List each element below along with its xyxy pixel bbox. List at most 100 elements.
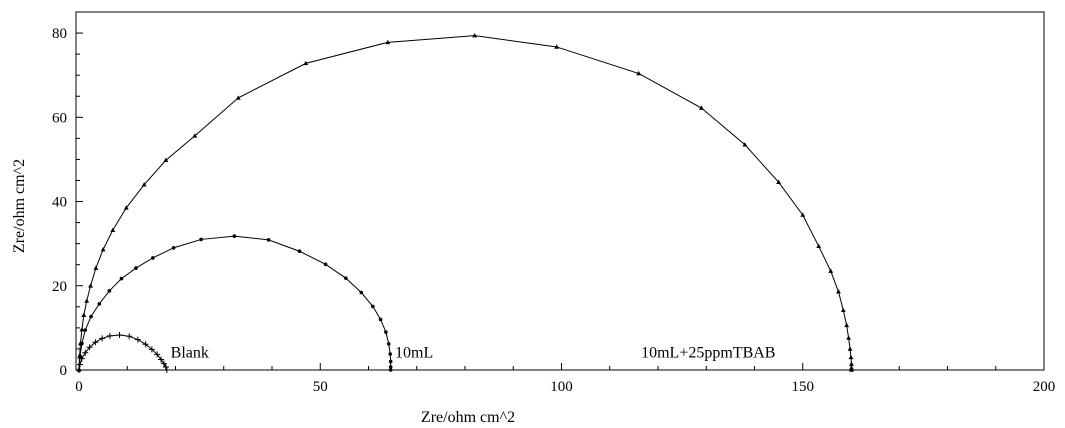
data-point-dot bbox=[83, 328, 88, 332]
data-point-dot bbox=[344, 276, 348, 280]
series-label: Blank bbox=[171, 344, 209, 361]
series-labels: Blank 10mL 10mL+25ppmTBAB bbox=[171, 344, 776, 361]
data-point-triangle bbox=[828, 268, 834, 273]
y-tick-label: 20 bbox=[52, 279, 67, 295]
data-point-plus bbox=[99, 335, 106, 342]
data-point-dot bbox=[97, 302, 102, 306]
series-2 bbox=[77, 234, 393, 372]
data-point-plus bbox=[134, 336, 141, 343]
data-point-dot bbox=[388, 368, 393, 372]
x-tick-label: 100 bbox=[550, 379, 573, 395]
data-point-triangle bbox=[141, 182, 147, 187]
data-point-dot bbox=[107, 289, 112, 293]
data-point-dot bbox=[232, 234, 237, 238]
series-1 bbox=[76, 332, 170, 373]
data-point-triangle bbox=[192, 133, 198, 138]
data-point-plus bbox=[160, 360, 167, 367]
x-tick-label: 200 bbox=[1033, 379, 1056, 395]
data-point-plus bbox=[142, 341, 149, 348]
data-point-triangle bbox=[79, 326, 85, 332]
data-point-plus bbox=[106, 332, 113, 339]
data-point-plus bbox=[92, 339, 99, 346]
data-point-dot bbox=[297, 249, 302, 254]
data-point-dot bbox=[359, 290, 364, 295]
data-point-triangle bbox=[303, 60, 309, 66]
x-tick-label: 150 bbox=[792, 379, 815, 395]
data-point-triangle bbox=[88, 283, 93, 288]
x-axis-title: Zre/ohm cm^2 bbox=[421, 409, 515, 426]
y-axis-title: Zre/ohm cm^2 bbox=[11, 159, 28, 253]
y-tick-label: 40 bbox=[52, 195, 67, 211]
series-line bbox=[78, 334, 168, 371]
data-point-dot bbox=[199, 237, 203, 242]
data-point-dot bbox=[266, 238, 271, 242]
y-tick-label: 80 bbox=[52, 26, 67, 42]
x-tick-labels: 0 50 100 150 200 bbox=[75, 379, 1055, 395]
data-point-plus bbox=[163, 367, 170, 373]
data-point-triangle bbox=[93, 265, 99, 270]
data-point-triangle bbox=[385, 39, 391, 45]
series-line bbox=[78, 35, 852, 371]
plot-frame bbox=[75, 11, 1045, 371]
data-point-triangle bbox=[110, 227, 116, 232]
data-point-triangle bbox=[699, 105, 704, 110]
data-point-triangle bbox=[123, 205, 129, 210]
series-3 bbox=[76, 32, 854, 372]
data-point-triangle bbox=[844, 322, 850, 328]
data-point-dot bbox=[384, 330, 388, 334]
data-point-triangle bbox=[235, 95, 241, 100]
series-line bbox=[78, 235, 392, 371]
data-point-triangle bbox=[849, 361, 854, 366]
data-point-dot bbox=[371, 304, 375, 309]
data-point-plus bbox=[116, 332, 123, 339]
data-point-triangle bbox=[836, 289, 841, 294]
data-point-dot bbox=[134, 266, 138, 270]
data-point-dot bbox=[378, 317, 383, 322]
data-point-dot bbox=[323, 262, 328, 267]
x-tick-label: 0 bbox=[75, 379, 83, 395]
data-point-triangle bbox=[554, 44, 560, 49]
data-point-dot bbox=[388, 352, 393, 356]
data-point-triangle bbox=[472, 32, 478, 38]
data-point-plus bbox=[82, 349, 89, 356]
data-point-triangle bbox=[742, 142, 748, 147]
data-point-dot bbox=[89, 314, 93, 319]
data-point-triangle bbox=[776, 179, 782, 184]
data-point-triangle bbox=[81, 312, 87, 318]
data-point-dot bbox=[171, 246, 176, 250]
data-point-plus bbox=[162, 364, 169, 371]
data-point-plus bbox=[148, 346, 155, 353]
data-point-triangle bbox=[840, 307, 846, 312]
data-point-triangle bbox=[848, 354, 854, 360]
data-point-triangle bbox=[84, 298, 90, 303]
data-point-dot bbox=[388, 359, 393, 364]
series-layer bbox=[76, 32, 854, 373]
data-point-plus bbox=[86, 344, 93, 351]
data-point-dot bbox=[119, 276, 124, 281]
y-tick-label: 0 bbox=[60, 363, 68, 379]
data-point-triangle bbox=[846, 335, 851, 340]
series-label: 10mL+25ppmTBAB bbox=[641, 344, 775, 361]
series-label: 10mL bbox=[395, 344, 433, 361]
data-point-triangle bbox=[163, 157, 169, 163]
y-tick-labels: 0 20 40 60 80 bbox=[52, 26, 67, 379]
axis-ticks bbox=[76, 32, 1045, 371]
data-point-plus bbox=[158, 356, 165, 363]
x-tick-label: 50 bbox=[313, 379, 328, 395]
data-point-plus bbox=[154, 351, 161, 358]
data-point-triangle bbox=[636, 70, 642, 76]
data-point-triangle bbox=[100, 246, 106, 252]
data-point-triangle bbox=[847, 346, 853, 351]
data-point-triangle bbox=[77, 353, 82, 359]
data-point-dot bbox=[388, 365, 393, 369]
y-tick-label: 60 bbox=[52, 110, 67, 126]
data-point-dot bbox=[151, 256, 155, 260]
data-point-triangle bbox=[800, 212, 806, 217]
data-point-triangle bbox=[76, 367, 82, 372]
data-point-dot bbox=[386, 342, 391, 346]
data-point-plus bbox=[126, 333, 133, 340]
data-point-triangle bbox=[849, 367, 854, 372]
data-point-triangle bbox=[816, 243, 822, 248]
data-point-triangle bbox=[78, 340, 83, 346]
